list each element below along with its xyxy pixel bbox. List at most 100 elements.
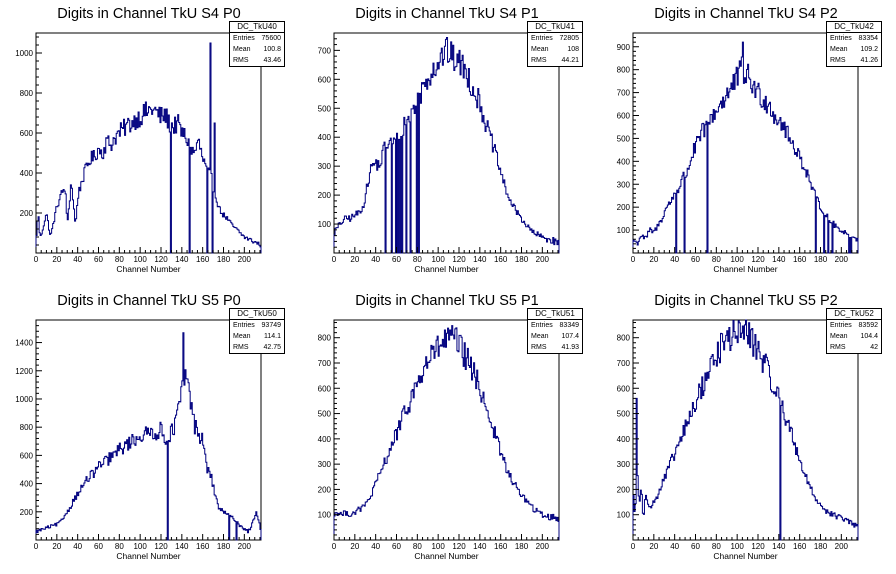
histogram-pad-s5-p2: Digits in Channel TkU S5 P2 0 20 40 60 80 100… [597, 287, 895, 574]
x-tick-label: 180 [217, 255, 231, 264]
histogram-line [333, 325, 560, 540]
histogram-title: Digits in Channel TkU S4 P2 [654, 6, 838, 22]
y-tick-label: 600 [20, 451, 34, 460]
histogram-line [333, 36, 560, 254]
stats-entries-label: Entries [233, 322, 255, 329]
stats-mean-row: Mean 104.4 [827, 331, 881, 342]
y-tick-label: 500 [617, 134, 631, 143]
stats-rms-label: RMS [233, 344, 249, 351]
x-tick-label: 100 [133, 255, 147, 264]
stats-mean-row: Mean 108 [528, 44, 582, 55]
x-tick-label: 0 [34, 542, 39, 551]
stats-rms-label: RMS [531, 344, 547, 351]
x-tick-label: 20 [350, 542, 359, 551]
y-tick-label: 800 [20, 89, 34, 98]
y-tick-label: 1000 [15, 395, 33, 404]
y-tick-label: 300 [617, 180, 631, 189]
x-tick-label: 200 [536, 255, 550, 264]
stats-rms-row: RMS 43.46 [230, 55, 284, 66]
x-tick-label: 80 [115, 255, 124, 264]
stats-rms-value: 41.93 [561, 344, 579, 351]
histogram-title: Digits in Channel TkU S5 P2 [654, 293, 838, 309]
y-tick-label: 600 [318, 384, 332, 393]
x-tick-label: 160 [494, 542, 508, 551]
stats-mean-row: Mean 109.2 [827, 44, 881, 55]
stats-rms-label: RMS [233, 57, 249, 64]
x-tick-label: 120 [751, 255, 765, 264]
x-tick-label: 200 [835, 255, 849, 264]
histogram-plot: 0 20 40 60 80 100 120 140 160 180 200 100 200 300 400 5… [617, 32, 859, 274]
histogram-pad-s4-p1: Digits in Channel TkU S4 P1 0 20 40 60 80 100… [298, 0, 596, 287]
stats-rms-row: RMS 42.75 [230, 342, 284, 353]
stats-rms-row: RMS 42 [827, 342, 881, 353]
stats-mean-value: 108 [567, 46, 579, 53]
stats-entries-row: Entries 83592 [827, 320, 881, 331]
stats-mean-label: Mean [233, 46, 251, 53]
stats-mean-row: Mean 114.1 [230, 331, 284, 342]
stats-entries-value: 72805 [559, 35, 579, 42]
x-tick-label: 40 [371, 542, 380, 551]
y-tick-label: 800 [617, 66, 631, 75]
stats-rms-value: 42.75 [263, 344, 281, 351]
x-tick-label: 120 [154, 542, 168, 551]
x-tick-label: 100 [133, 542, 147, 551]
x-tick-label: 0 [631, 255, 636, 264]
stats-rms-label: RMS [531, 57, 547, 64]
x-tick-label: 160 [793, 255, 807, 264]
x-tick-label: 60 [392, 255, 401, 264]
stats-rms-row: RMS 41.26 [827, 55, 881, 66]
x-tick-label: 140 [772, 542, 786, 551]
histogram-title: Digits in Channel TkU S5 P0 [57, 293, 241, 309]
x-tick-label: 140 [473, 255, 487, 264]
stats-box: DC_TkU50 Entries 93749 Mean 114.1 RMS 42.75 [229, 308, 285, 354]
x-tick-label: 200 [536, 542, 550, 551]
x-tick-label: 80 [712, 255, 721, 264]
y-tick-label: 1000 [15, 49, 33, 58]
stats-histogram-name: DC_TkU42 [827, 22, 881, 33]
histogram-title: Digits in Channel TkU S5 P1 [355, 293, 539, 309]
x-tick-label: 20 [52, 255, 61, 264]
y-tick-label: 200 [617, 203, 631, 212]
x-tick-label: 20 [649, 255, 658, 264]
y-tick-label: 200 [20, 508, 34, 517]
y-tick-label: 700 [617, 359, 631, 368]
y-tick-label: 200 [20, 209, 34, 218]
y-tick-label: 400 [617, 157, 631, 166]
x-tick-label: 160 [793, 542, 807, 551]
x-tick-label: 200 [238, 542, 252, 551]
histogram-title: Digits in Channel TkU S4 P0 [57, 6, 241, 22]
x-tick-label: 20 [350, 255, 359, 264]
stats-mean-label: Mean [531, 46, 549, 53]
stats-mean-value: 109.2 [860, 46, 878, 53]
stats-mean-value: 107.4 [561, 333, 579, 340]
plot-frame [333, 319, 560, 541]
histogram-plot: 0 20 40 60 80 100 120 140 160 180 200 200 400 600 800 1… [15, 32, 262, 274]
y-tick-label: 400 [318, 133, 332, 142]
stats-rms-value: 41.26 [860, 57, 878, 64]
histogram-pad-s5-p0: Digits in Channel TkU S5 P0 0 20 40 60 80 100… [0, 287, 298, 574]
y-tick-label: 700 [318, 46, 332, 55]
stats-entries-row: Entries 75600 [230, 33, 284, 44]
y-tick-label: 200 [318, 485, 332, 494]
plot-frame [35, 32, 262, 254]
x-tick-label: 0 [332, 542, 337, 551]
stats-rms-value: 42 [870, 344, 878, 351]
y-tick-label: 900 [617, 43, 631, 52]
x-axis-title: Channel Number [713, 551, 777, 561]
stats-entries-row: Entries 83354 [827, 33, 881, 44]
x-tick-label: 0 [332, 255, 337, 264]
x-tick-label: 40 [670, 542, 679, 551]
y-tick-label: 200 [318, 191, 332, 200]
stats-mean-label: Mean [830, 46, 848, 53]
stats-entries-label: Entries [233, 35, 255, 42]
y-tick-label: 500 [318, 410, 332, 419]
stats-entries-row: Entries 83349 [528, 320, 582, 331]
x-tick-label: 180 [515, 542, 529, 551]
x-tick-label: 60 [94, 255, 103, 264]
x-tick-label: 60 [691, 542, 700, 551]
x-tick-label: 120 [751, 542, 765, 551]
x-tick-label: 100 [730, 542, 744, 551]
stats-mean-value: 114.1 [264, 333, 281, 340]
x-tick-label: 180 [515, 255, 529, 264]
